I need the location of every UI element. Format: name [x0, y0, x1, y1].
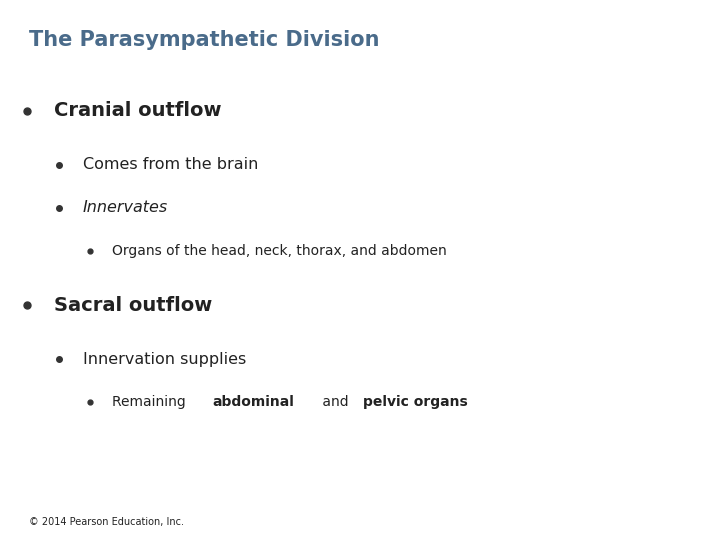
Text: Remaining: Remaining	[112, 395, 190, 409]
Text: Comes from the brain: Comes from the brain	[83, 157, 258, 172]
Text: Sacral outflow: Sacral outflow	[54, 295, 212, 315]
Text: Innervation supplies: Innervation supplies	[83, 352, 246, 367]
Text: Innervates: Innervates	[83, 200, 168, 215]
Text: The Parasympathetic Division: The Parasympathetic Division	[29, 30, 379, 50]
Text: and: and	[318, 395, 353, 409]
Text: abdominal: abdominal	[212, 395, 294, 409]
Text: Cranial outflow: Cranial outflow	[54, 101, 222, 120]
Text: pelvic organs: pelvic organs	[363, 395, 468, 409]
Text: Organs of the head, neck, thorax, and abdomen: Organs of the head, neck, thorax, and ab…	[112, 244, 446, 258]
Text: © 2014 Pearson Education, Inc.: © 2014 Pearson Education, Inc.	[29, 516, 184, 526]
